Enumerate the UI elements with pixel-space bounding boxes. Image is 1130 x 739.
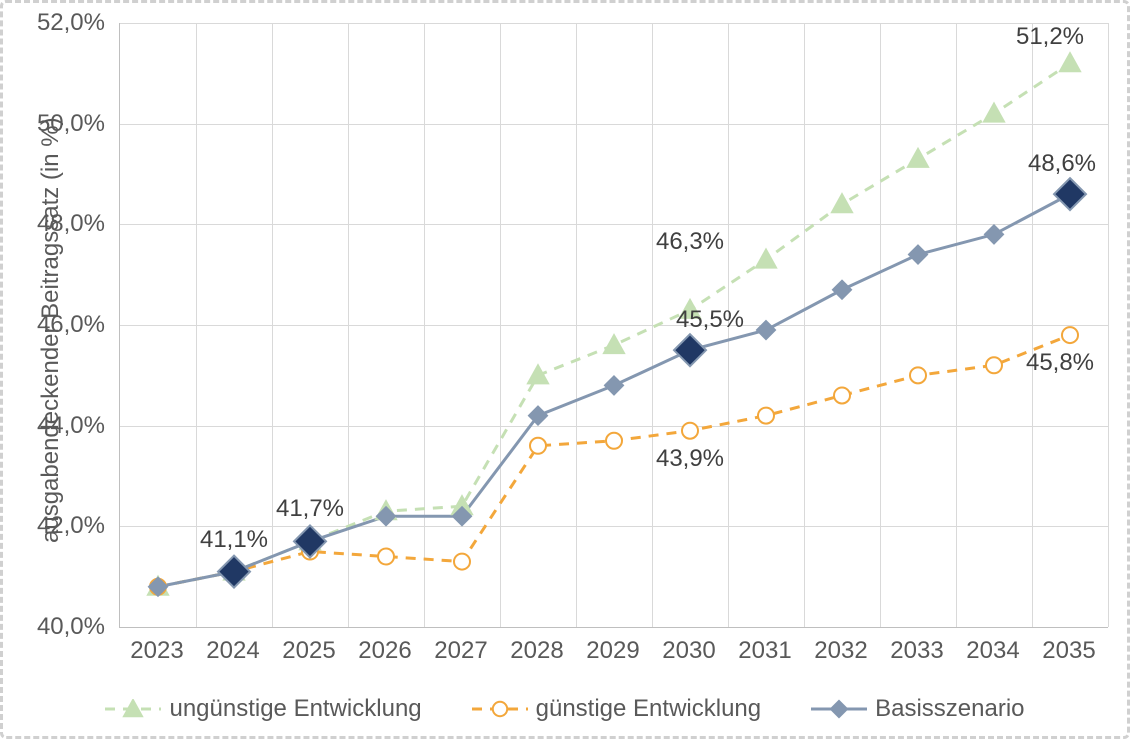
- series-marker: [606, 433, 622, 449]
- series-marker: [986, 357, 1002, 373]
- x-tick-label: 2025: [282, 637, 335, 665]
- x-tick-label: 2032: [814, 637, 867, 665]
- series-marker: [378, 549, 394, 565]
- legend-swatch: [472, 699, 528, 719]
- chart-svg-layer: [120, 23, 1108, 627]
- series-marker: [757, 321, 775, 339]
- legend-swatch: [105, 699, 161, 719]
- series-marker: [909, 246, 927, 264]
- series-marker: [910, 367, 926, 383]
- series-marker: [682, 423, 698, 439]
- x-tick-label: 2028: [510, 637, 563, 665]
- series-marker: [528, 365, 548, 383]
- data-label: 41,1%: [200, 526, 268, 554]
- legend-label: ungünstige Entwicklung: [169, 695, 421, 723]
- series-marker: [984, 104, 1004, 122]
- chart-frame: ausgabendeckender Beitragssatz (in %) 46…: [0, 0, 1130, 739]
- y-tick-label: 48,0%: [37, 210, 105, 238]
- legend-swatch: [811, 699, 867, 719]
- x-tick-label: 2023: [130, 637, 183, 665]
- x-tick-label: 2035: [1042, 637, 1095, 665]
- series-marker: [604, 335, 624, 353]
- data-label: 43,9%: [656, 445, 724, 473]
- data-label: 51,2%: [1016, 23, 1084, 51]
- series-marker: [377, 507, 395, 525]
- legend-label: Basisszenario: [875, 695, 1024, 723]
- y-tick-label: 42,0%: [37, 512, 105, 540]
- y-tick-label: 40,0%: [37, 613, 105, 641]
- series-marker: [1060, 53, 1080, 71]
- series-marker: [605, 376, 623, 394]
- legend-item-guenstig: günstige Entwicklung: [472, 695, 761, 723]
- gridline-vertical: [1108, 23, 1109, 627]
- legend-item-basis: Basisszenario: [811, 695, 1024, 723]
- y-tick-label: 46,0%: [37, 311, 105, 339]
- x-tick-label: 2033: [890, 637, 943, 665]
- x-tick-label: 2030: [662, 637, 715, 665]
- series-marker: [985, 225, 1003, 243]
- x-tick-label: 2027: [434, 637, 487, 665]
- x-tick-label: 2034: [966, 637, 1019, 665]
- legend-item-unguenstig: ungünstige Entwicklung: [105, 695, 421, 723]
- x-tick-label: 2024: [206, 637, 259, 665]
- y-tick-label: 52,0%: [37, 9, 105, 37]
- data-label: 41,7%: [276, 495, 344, 523]
- plot-area: 46,3% 51,2% 43,9% 45,8% 41,1% 41,7% 45,5% 48,6%: [119, 23, 1108, 628]
- series-marker: [758, 408, 774, 424]
- x-tick-label: 2026: [358, 637, 411, 665]
- y-tick-label: 50,0%: [37, 110, 105, 138]
- series-marker: [1054, 178, 1086, 210]
- data-label: 45,5%: [676, 306, 744, 334]
- data-label: 46,3%: [656, 228, 724, 256]
- legend-label: günstige Entwicklung: [536, 695, 761, 723]
- series-marker: [908, 149, 928, 167]
- x-tick-label: 2029: [586, 637, 639, 665]
- data-label: 45,8%: [1026, 349, 1094, 377]
- y-tick-label: 44,0%: [37, 412, 105, 440]
- series-marker: [218, 556, 250, 588]
- x-tick-label: 2031: [738, 637, 791, 665]
- series-marker: [454, 554, 470, 570]
- series-marker: [1062, 327, 1078, 343]
- series-marker: [834, 387, 850, 403]
- series-marker: [530, 438, 546, 454]
- series-marker: [674, 334, 706, 366]
- data-label: 48,6%: [1028, 150, 1096, 178]
- series-marker: [832, 194, 852, 212]
- series-marker: [756, 250, 776, 268]
- series-marker: [833, 281, 851, 299]
- legend: ungünstige Entwicklung günstige Entwicklu…: [3, 695, 1127, 723]
